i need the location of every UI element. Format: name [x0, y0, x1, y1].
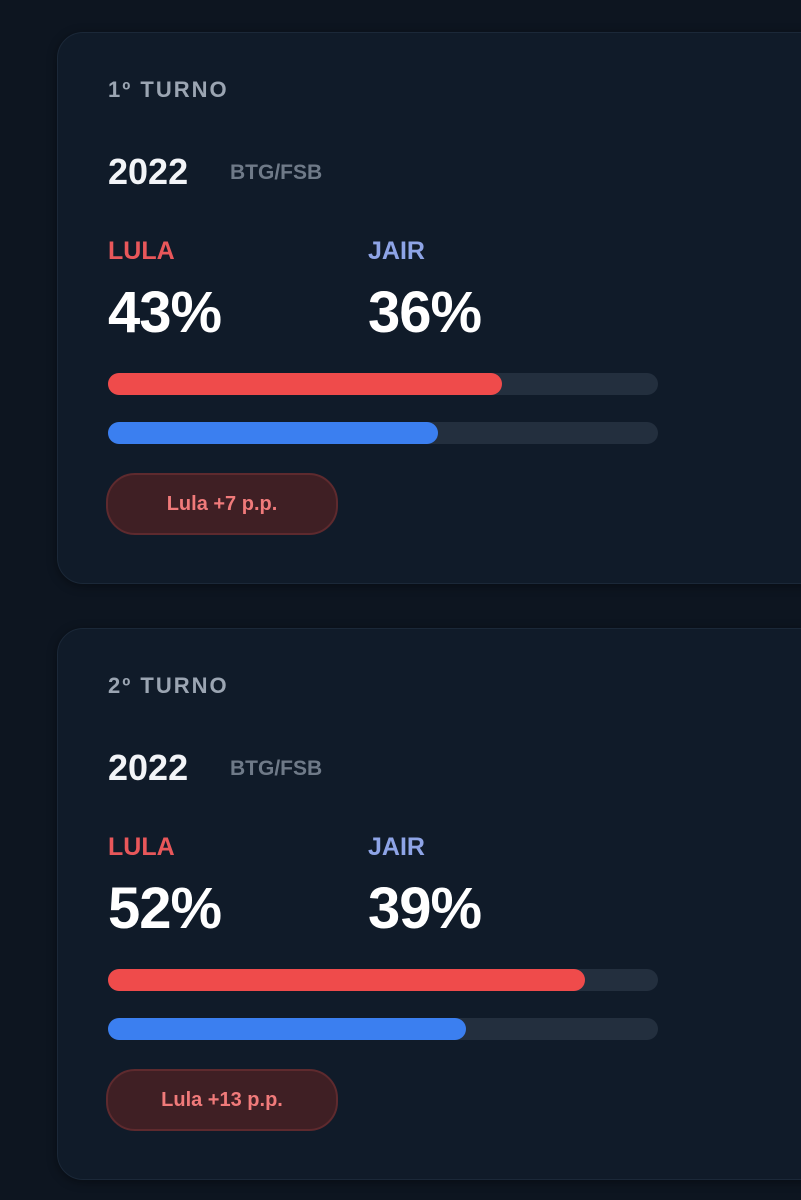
bar-track [108, 373, 658, 395]
candidate-name: JAIR [368, 237, 425, 265]
bar [108, 373, 503, 395]
bar [108, 422, 438, 444]
candidate-percent: 43% [108, 280, 222, 345]
source: BTG/FSB [230, 757, 323, 780]
bar-track [108, 1018, 658, 1040]
lead-badge: Lula +13 p.p. [106, 1069, 338, 1131]
candidate-name: JAIR [368, 833, 425, 861]
bar [108, 1018, 466, 1040]
candidate-percent: 39% [368, 876, 482, 941]
round-label: 2º TURNO [108, 673, 229, 698]
year: 2022 [108, 151, 189, 192]
candidate-name: LULA [108, 833, 175, 861]
candidate-percent: 52% [108, 876, 222, 941]
bar-track [108, 422, 658, 444]
poll-card: 2º TURNO 2022 BTG/FSB LULA 52% JAIR 39% Lula +1… [57, 628, 801, 1180]
source: BTG/FSB [230, 161, 323, 184]
bar-track [108, 969, 658, 991]
year: 2022 [108, 747, 189, 788]
poll-card: 1º TURNO 2022 BTG/FSB LULA 43% JAIR 36% Lula +7… [57, 32, 801, 584]
bar [108, 969, 585, 991]
candidate-percent: 36% [368, 280, 482, 345]
lead-badge: Lula +7 p.p. [106, 473, 338, 535]
round-label: 1º TURNO [108, 77, 229, 102]
candidate-name: LULA [108, 237, 175, 265]
